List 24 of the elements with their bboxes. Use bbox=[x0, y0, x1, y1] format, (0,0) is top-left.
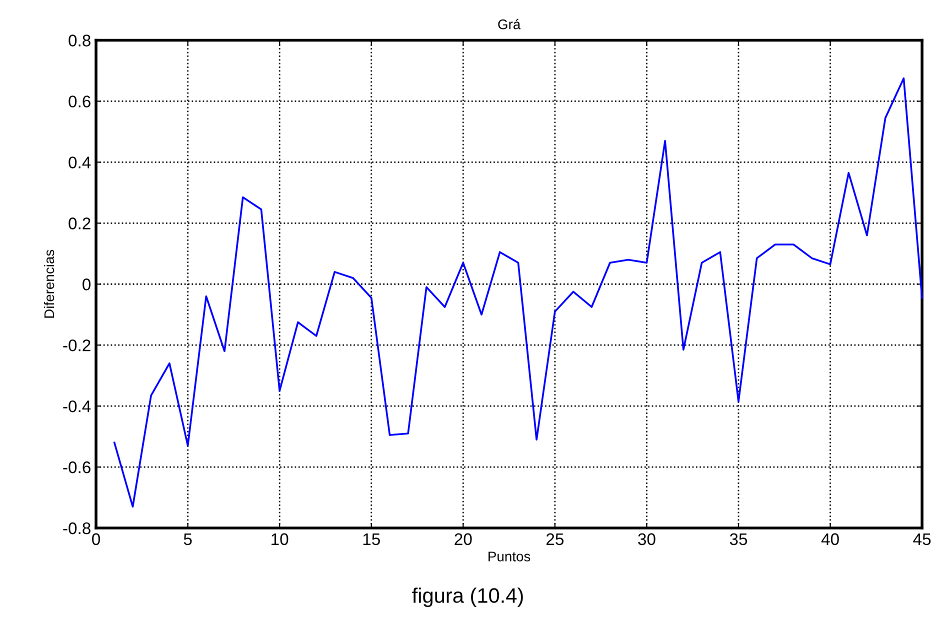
line-series bbox=[113, 77, 923, 508]
x-tick-label: 15 bbox=[363, 533, 380, 546]
x-tick-label: 35 bbox=[730, 533, 748, 546]
y-tick-label: -0.8 bbox=[63, 522, 90, 534]
y-tick-label: 0.4 bbox=[68, 156, 91, 168]
x-tick-label: 25 bbox=[546, 533, 564, 546]
x-tick-label: 45 bbox=[913, 533, 931, 546]
x-axis-title: Puntos bbox=[488, 552, 530, 562]
text: figura (10.4) bbox=[412, 588, 523, 608]
x-tick-label: 0 bbox=[92, 533, 100, 546]
x-tick-label: 10 bbox=[272, 533, 288, 546]
y-tick-label: -0.2 bbox=[63, 339, 90, 352]
x-tick-label: 5 bbox=[184, 533, 192, 546]
y-tick-label: -0.4 bbox=[63, 400, 91, 412]
y-tick-label: 0.2 bbox=[68, 218, 90, 230]
y-tick-label: 0 bbox=[82, 278, 91, 290]
y-axis-title: Diferencias bbox=[44, 250, 54, 318]
y-tick-label: 0.8 bbox=[68, 34, 90, 46]
y-tick-label: -0.6 bbox=[63, 461, 90, 474]
x-tick-label: 40 bbox=[821, 533, 839, 546]
x-tick-label: 30 bbox=[638, 533, 656, 546]
y-tick-label: 0.6 bbox=[68, 96, 90, 108]
chart-title: Grá bbox=[498, 18, 521, 30]
x-tick-label: 20 bbox=[454, 533, 472, 546]
